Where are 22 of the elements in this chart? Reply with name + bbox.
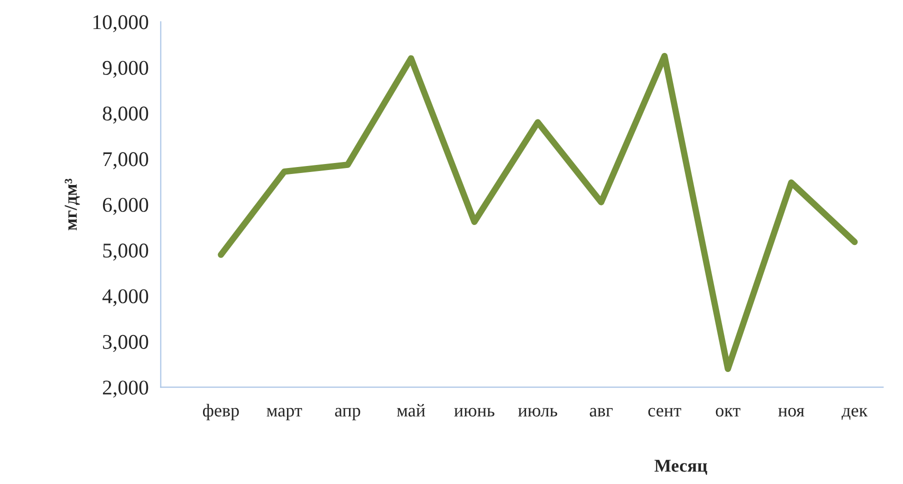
- y-axis-title: мг/дм³: [64, 178, 80, 230]
- x-tick-label: март: [266, 408, 302, 420]
- y-tick-label: 9,000: [102, 60, 148, 78]
- x-tick-label: июль: [518, 408, 558, 417]
- x-tick-label: сент: [648, 408, 682, 417]
- x-tick-label: июнь: [454, 408, 494, 417]
- y-tick-label: 5,000: [103, 244, 148, 261]
- x-tick-label: авг: [590, 408, 613, 417]
- x-tick-label: окт: [716, 408, 740, 417]
- x-tick-label: май: [396, 404, 426, 417]
- x-tick-label: февр: [202, 404, 239, 420]
- x-tick-label: апр: [335, 408, 360, 420]
- x-axis-title: Месяц: [654, 460, 708, 475]
- y-tick-label: 7,000: [103, 152, 148, 170]
- y-tick-label: 10,000: [93, 15, 148, 32]
- x-tick-label: ноя: [778, 408, 804, 417]
- y-tick-label: 2,000: [102, 380, 148, 398]
- y-tick-label: 8,000: [102, 106, 148, 124]
- x-tick-label: дек: [842, 408, 868, 420]
- y-tick-label: 4,000: [102, 289, 148, 306]
- y-tick-label: 3,000: [103, 334, 148, 352]
- y-tick-label: 6,000: [102, 198, 148, 215]
